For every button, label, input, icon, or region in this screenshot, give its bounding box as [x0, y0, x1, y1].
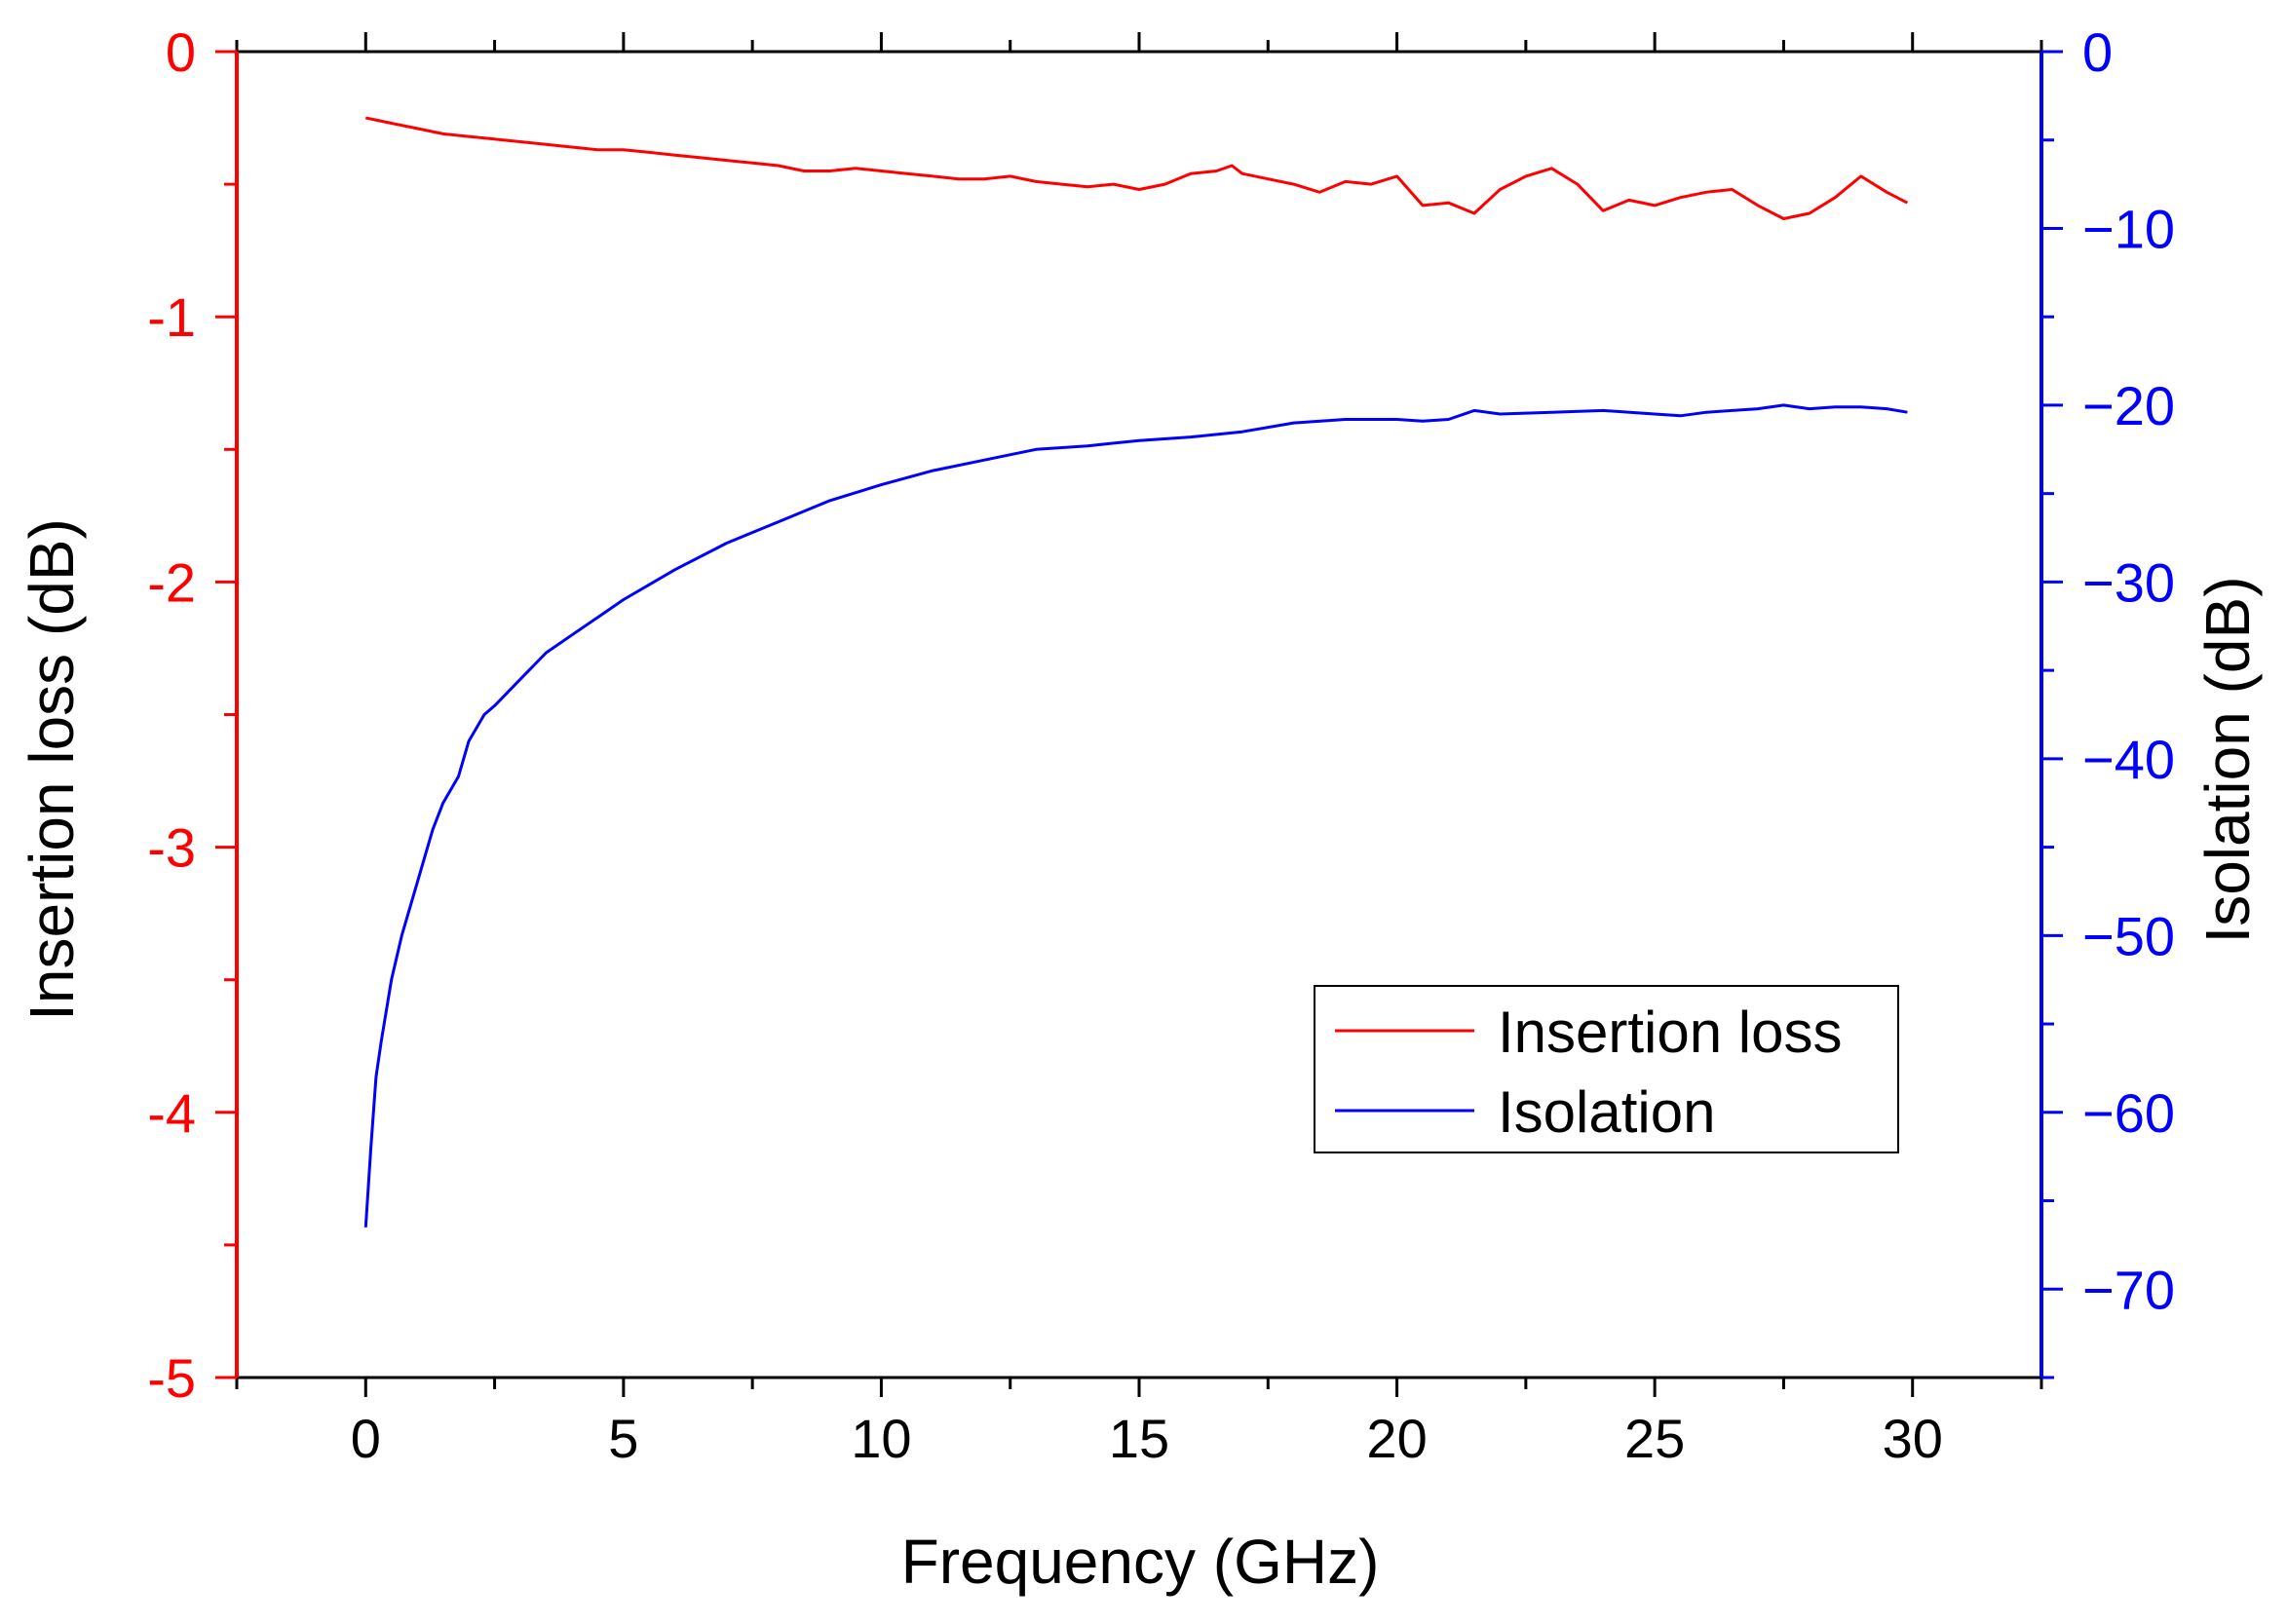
left-y-tick-label: -1	[147, 286, 196, 348]
right-y-tick-label: −50	[2082, 905, 2175, 966]
x-tick-label: 0	[351, 1408, 381, 1469]
legend-label-insertion-loss: Insertion loss	[1498, 1000, 1843, 1065]
right-y-tick-label: −30	[2082, 551, 2175, 613]
x-tick-label: 15	[1109, 1408, 1169, 1469]
left-y-axis-title: Insertion loss (dB)	[17, 518, 87, 1021]
legend-label-isolation: Isolation	[1498, 1079, 1715, 1145]
legend: Insertion loss Isolation	[1314, 985, 1899, 1153]
x-tick-label: 25	[1624, 1408, 1685, 1469]
left-y-tick-label: -2	[147, 551, 196, 613]
left-y-tick-label: -5	[147, 1347, 196, 1409]
left-y-tick-label: -3	[147, 817, 196, 879]
right-y-tick-label: −40	[2082, 729, 2175, 790]
right-y-tick-label: −20	[2082, 375, 2175, 436]
right-y-tick-label: 0	[2082, 21, 2113, 83]
right-y-axis-ticks: 0 −10 −20 −30 −40 −50 −60 −70	[2041, 21, 2175, 1379]
x-axis-title: Frequency (GHz)	[901, 1527, 1380, 1597]
x-tick-label: 20	[1366, 1408, 1427, 1469]
left-y-tick-label: 0	[166, 21, 196, 83]
legend-box	[1314, 985, 1899, 1153]
left-y-axis-ticks: 0 -1 -2 -3 -4 -5	[147, 21, 237, 1409]
series-layer	[363, 116, 1909, 1227]
series-line-isolation	[363, 403, 1908, 1227]
right-y-tick-label: −60	[2082, 1082, 2175, 1144]
x-tick-label: 30	[1883, 1408, 1943, 1469]
right-y-tick-label: −70	[2082, 1259, 2175, 1320]
series-line-insertion-loss	[364, 116, 1909, 220]
left-y-tick-label: -4	[147, 1082, 196, 1144]
x-tick-label: 10	[851, 1408, 911, 1469]
right-y-axis-title: Isolation (dB)	[2192, 576, 2263, 943]
x-axis-ticks: 0 5 10 15 20 25 30	[235, 32, 2043, 1469]
right-y-tick-label: −10	[2082, 198, 2175, 259]
x-tick-label: 5	[608, 1408, 638, 1469]
